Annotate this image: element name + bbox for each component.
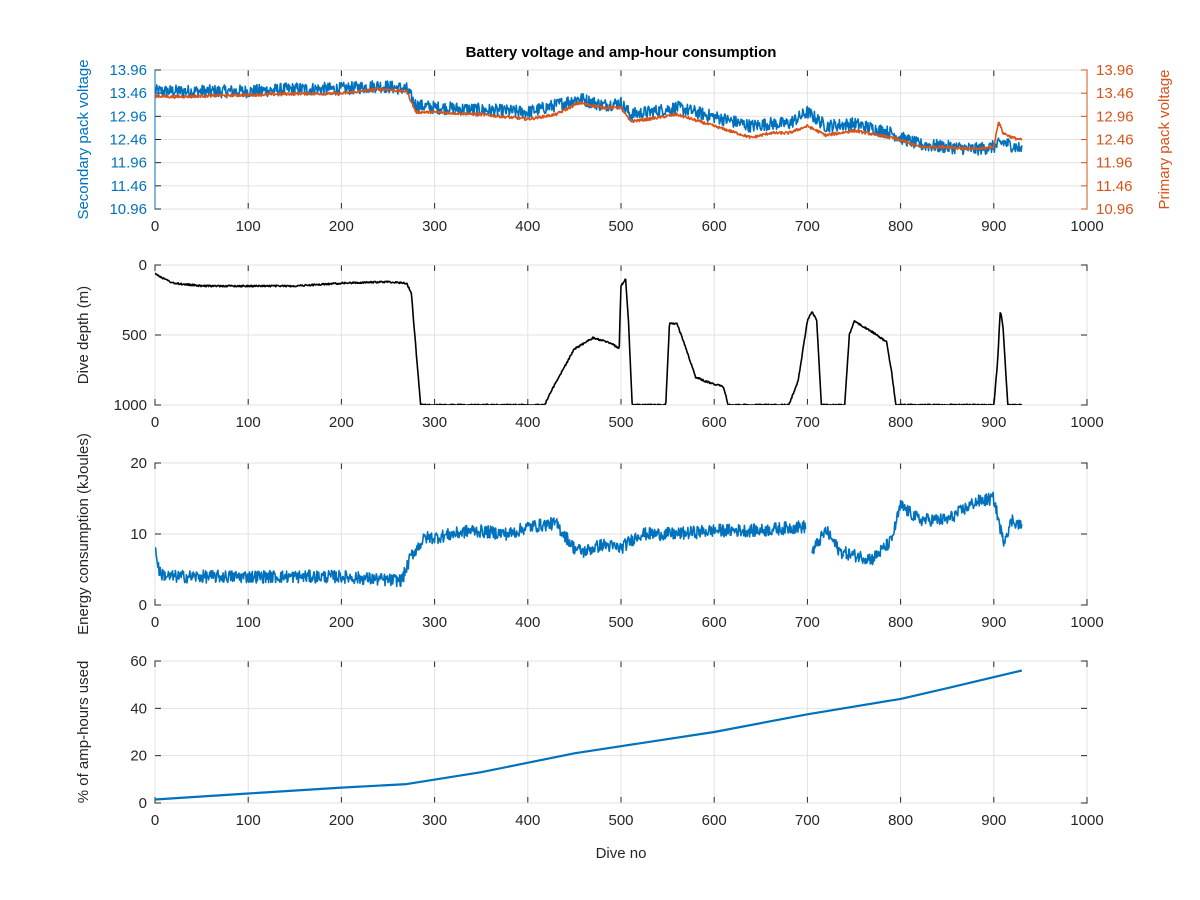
y-tick-label: 13.46 bbox=[109, 85, 147, 102]
x-tick-label: 800 bbox=[888, 812, 913, 829]
series-line-2 bbox=[155, 87, 1023, 151]
y-right-tick-label: 10.96 bbox=[1096, 201, 1134, 218]
y-axis-label: Secondary pack voltage bbox=[75, 59, 92, 219]
x-tick-label: 500 bbox=[608, 218, 633, 235]
x-tick-label: 900 bbox=[981, 218, 1006, 235]
x-tick-label: 100 bbox=[236, 218, 261, 235]
series-line-1 bbox=[155, 516, 807, 588]
x-tick-label: 200 bbox=[329, 614, 354, 631]
y-axis-label: % of amp-hours used bbox=[75, 661, 92, 804]
y-right-tick-label: 12.96 bbox=[1096, 108, 1134, 125]
x-tick-label: 500 bbox=[608, 614, 633, 631]
x-tick-label: 0 bbox=[151, 812, 159, 829]
series-line-2 bbox=[811, 491, 1023, 566]
x-tick-label: 400 bbox=[515, 812, 540, 829]
series-group bbox=[155, 272, 1023, 405]
y-axis-label: Energy consumption (kJoules) bbox=[75, 433, 92, 635]
y-tick-label: 11.46 bbox=[111, 178, 147, 195]
y-tick-label: 20 bbox=[130, 748, 147, 765]
y-axis-label: Dive depth (m) bbox=[75, 286, 92, 384]
x-tick-label: 300 bbox=[422, 218, 447, 235]
y-tick-label: 0 bbox=[139, 257, 147, 274]
series-group bbox=[155, 80, 1023, 156]
x-tick-label: 800 bbox=[888, 614, 913, 631]
x-tick-label: 100 bbox=[236, 812, 261, 829]
x-tick-label: 0 bbox=[151, 218, 159, 235]
x-tick-label: 1000 bbox=[1070, 812, 1103, 829]
x-tick-label: 200 bbox=[329, 218, 354, 235]
y-tick-label: 11.96 bbox=[111, 155, 147, 172]
panel-3: 0 100 200 300 400 500 600 700 800 900 1000 0 10 20 Ene… bbox=[75, 433, 1104, 635]
series-line-1 bbox=[155, 669, 1023, 801]
x-tick-label: 300 bbox=[422, 414, 447, 431]
x-tick-label: 700 bbox=[795, 414, 820, 431]
y-tick-label: 20 bbox=[130, 455, 147, 472]
panel-2: 0 100 200 300 400 500 600 700 800 900 100005001000… bbox=[75, 257, 1104, 431]
series-line-1 bbox=[155, 272, 1023, 405]
x-tick-label: 900 bbox=[981, 414, 1006, 431]
chart-panels: 0 100 200 300 400 500 600 700 800 900 100010.9611.… bbox=[75, 59, 1173, 829]
x-tick-label: 800 bbox=[888, 218, 913, 235]
x-tick-label: 600 bbox=[702, 218, 727, 235]
x-axis-label: Dive no bbox=[596, 845, 647, 862]
x-tick-label: 700 bbox=[795, 218, 820, 235]
x-tick-label: 600 bbox=[702, 812, 727, 829]
y-right-tick-label: 13.96 bbox=[1096, 62, 1134, 79]
x-tick-label: 600 bbox=[702, 414, 727, 431]
series-group bbox=[155, 669, 1023, 801]
y-tick-label: 40 bbox=[130, 700, 147, 717]
x-tick-label: 800 bbox=[888, 414, 913, 431]
x-tick-label: 700 bbox=[795, 614, 820, 631]
x-tick-label: 500 bbox=[608, 812, 633, 829]
y-right-axis-label: Primary pack voltage bbox=[1156, 69, 1173, 209]
x-tick-label: 600 bbox=[702, 614, 727, 631]
y-right-tick-label: 11.96 bbox=[1096, 155, 1132, 172]
x-tick-label: 0 bbox=[151, 614, 159, 631]
y-tick-label: 0 bbox=[139, 597, 147, 614]
y-tick-label: 13.96 bbox=[109, 62, 147, 79]
x-tick-label: 1000 bbox=[1070, 614, 1103, 631]
x-tick-label: 1000 bbox=[1070, 414, 1103, 431]
y-tick-label: 10 bbox=[130, 526, 147, 543]
x-tick-label: 900 bbox=[981, 614, 1006, 631]
x-tick-label: 700 bbox=[795, 812, 820, 829]
y-tick-label: 12.46 bbox=[109, 132, 147, 149]
x-tick-label: 200 bbox=[329, 414, 354, 431]
x-tick-label: 400 bbox=[515, 414, 540, 431]
y-tick-label: 12.96 bbox=[109, 108, 147, 125]
x-tick-label: 200 bbox=[329, 812, 354, 829]
y-tick-label: 60 bbox=[130, 653, 147, 670]
figure-title: Battery voltage and amp-hour consumption bbox=[466, 44, 777, 61]
series-group bbox=[155, 491, 1023, 588]
panel-4: 0 100 200 300 400 500 600 700 800 900 1000 0 20 40 60%… bbox=[75, 653, 1104, 829]
y-tick-label: 500 bbox=[122, 327, 147, 344]
y-tick-label: 1000 bbox=[114, 397, 147, 414]
y-right-tick-label: 13.46 bbox=[1096, 85, 1134, 102]
y-right-tick-label: 11.46 bbox=[1096, 178, 1132, 195]
x-tick-label: 100 bbox=[236, 614, 261, 631]
x-tick-label: 300 bbox=[422, 812, 447, 829]
panel-1: 0 100 200 300 400 500 600 700 800 900 100010.9611.… bbox=[75, 59, 1173, 235]
x-tick-label: 400 bbox=[515, 614, 540, 631]
x-tick-label: 1000 bbox=[1070, 218, 1103, 235]
x-tick-label: 500 bbox=[608, 414, 633, 431]
x-tick-label: 300 bbox=[422, 614, 447, 631]
y-tick-label: 10.96 bbox=[109, 201, 147, 218]
y-tick-label: 0 bbox=[139, 795, 147, 812]
y-right-tick-label: 12.46 bbox=[1096, 132, 1134, 149]
x-tick-label: 0 bbox=[151, 414, 159, 431]
x-tick-label: 100 bbox=[236, 414, 261, 431]
x-tick-label: 400 bbox=[515, 218, 540, 235]
x-tick-label: 900 bbox=[981, 812, 1006, 829]
